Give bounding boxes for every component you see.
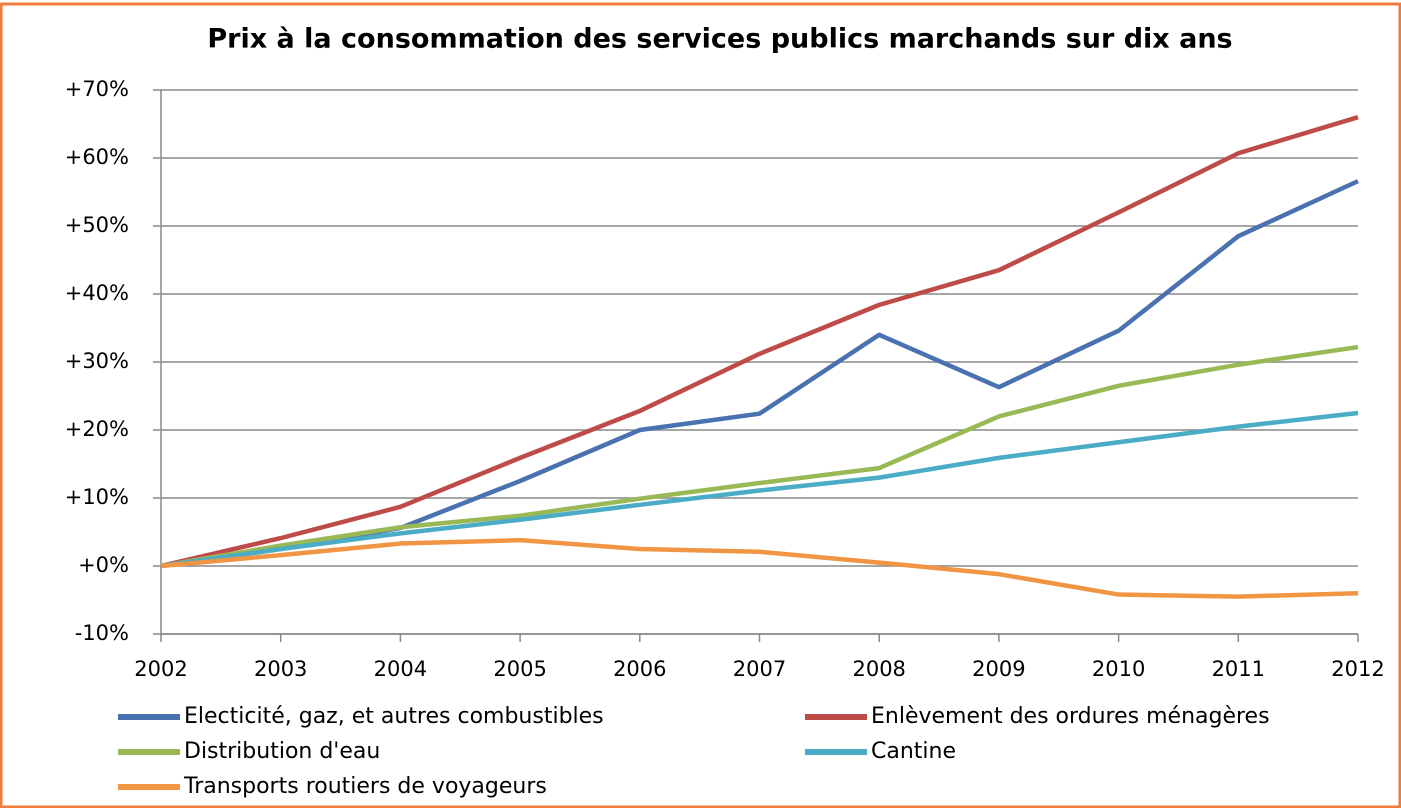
y-tick-label: +0% [78, 553, 129, 577]
x-tick-label: 2004 [374, 657, 427, 681]
y-tick-label: +60% [65, 145, 129, 169]
legend-label: Electicité, gaz, et autres combustibles [184, 704, 604, 729]
chart-title: Prix à la consommation des services publ… [207, 24, 1232, 55]
y-tick-label: +30% [65, 349, 129, 373]
legend-label: Cantine [871, 739, 956, 764]
series-line [160, 537, 1359, 599]
series-line [160, 410, 1359, 569]
legend-label: Transports routiers de voyageurs [183, 774, 547, 799]
y-tick-label: +70% [65, 77, 129, 101]
y-tick-label: +50% [65, 213, 129, 237]
legend-label: Enlèvement des ordures ménagères [871, 704, 1270, 729]
x-tick-label: 2006 [613, 657, 666, 681]
x-tick-label: 2011 [1212, 657, 1265, 681]
y-tick-label: +10% [65, 485, 129, 509]
y-tick-label: +40% [65, 281, 129, 305]
y-tick-label: -10% [75, 621, 129, 645]
series-line [160, 344, 1359, 569]
x-tick-label: 2010 [1092, 657, 1145, 681]
x-tick-label: 2007 [733, 657, 786, 681]
x-tick-label: 2008 [852, 657, 905, 681]
x-tick-label: 2012 [1331, 657, 1384, 681]
y-tick-label: +20% [65, 417, 129, 441]
x-tick-label: 2003 [254, 657, 307, 681]
x-tick-label: 2009 [972, 657, 1025, 681]
legend-label: Distribution d'eau [184, 739, 380, 764]
series-line [160, 115, 1359, 569]
x-tick-label: 2002 [134, 657, 187, 681]
x-tick-label: 2005 [493, 657, 546, 681]
